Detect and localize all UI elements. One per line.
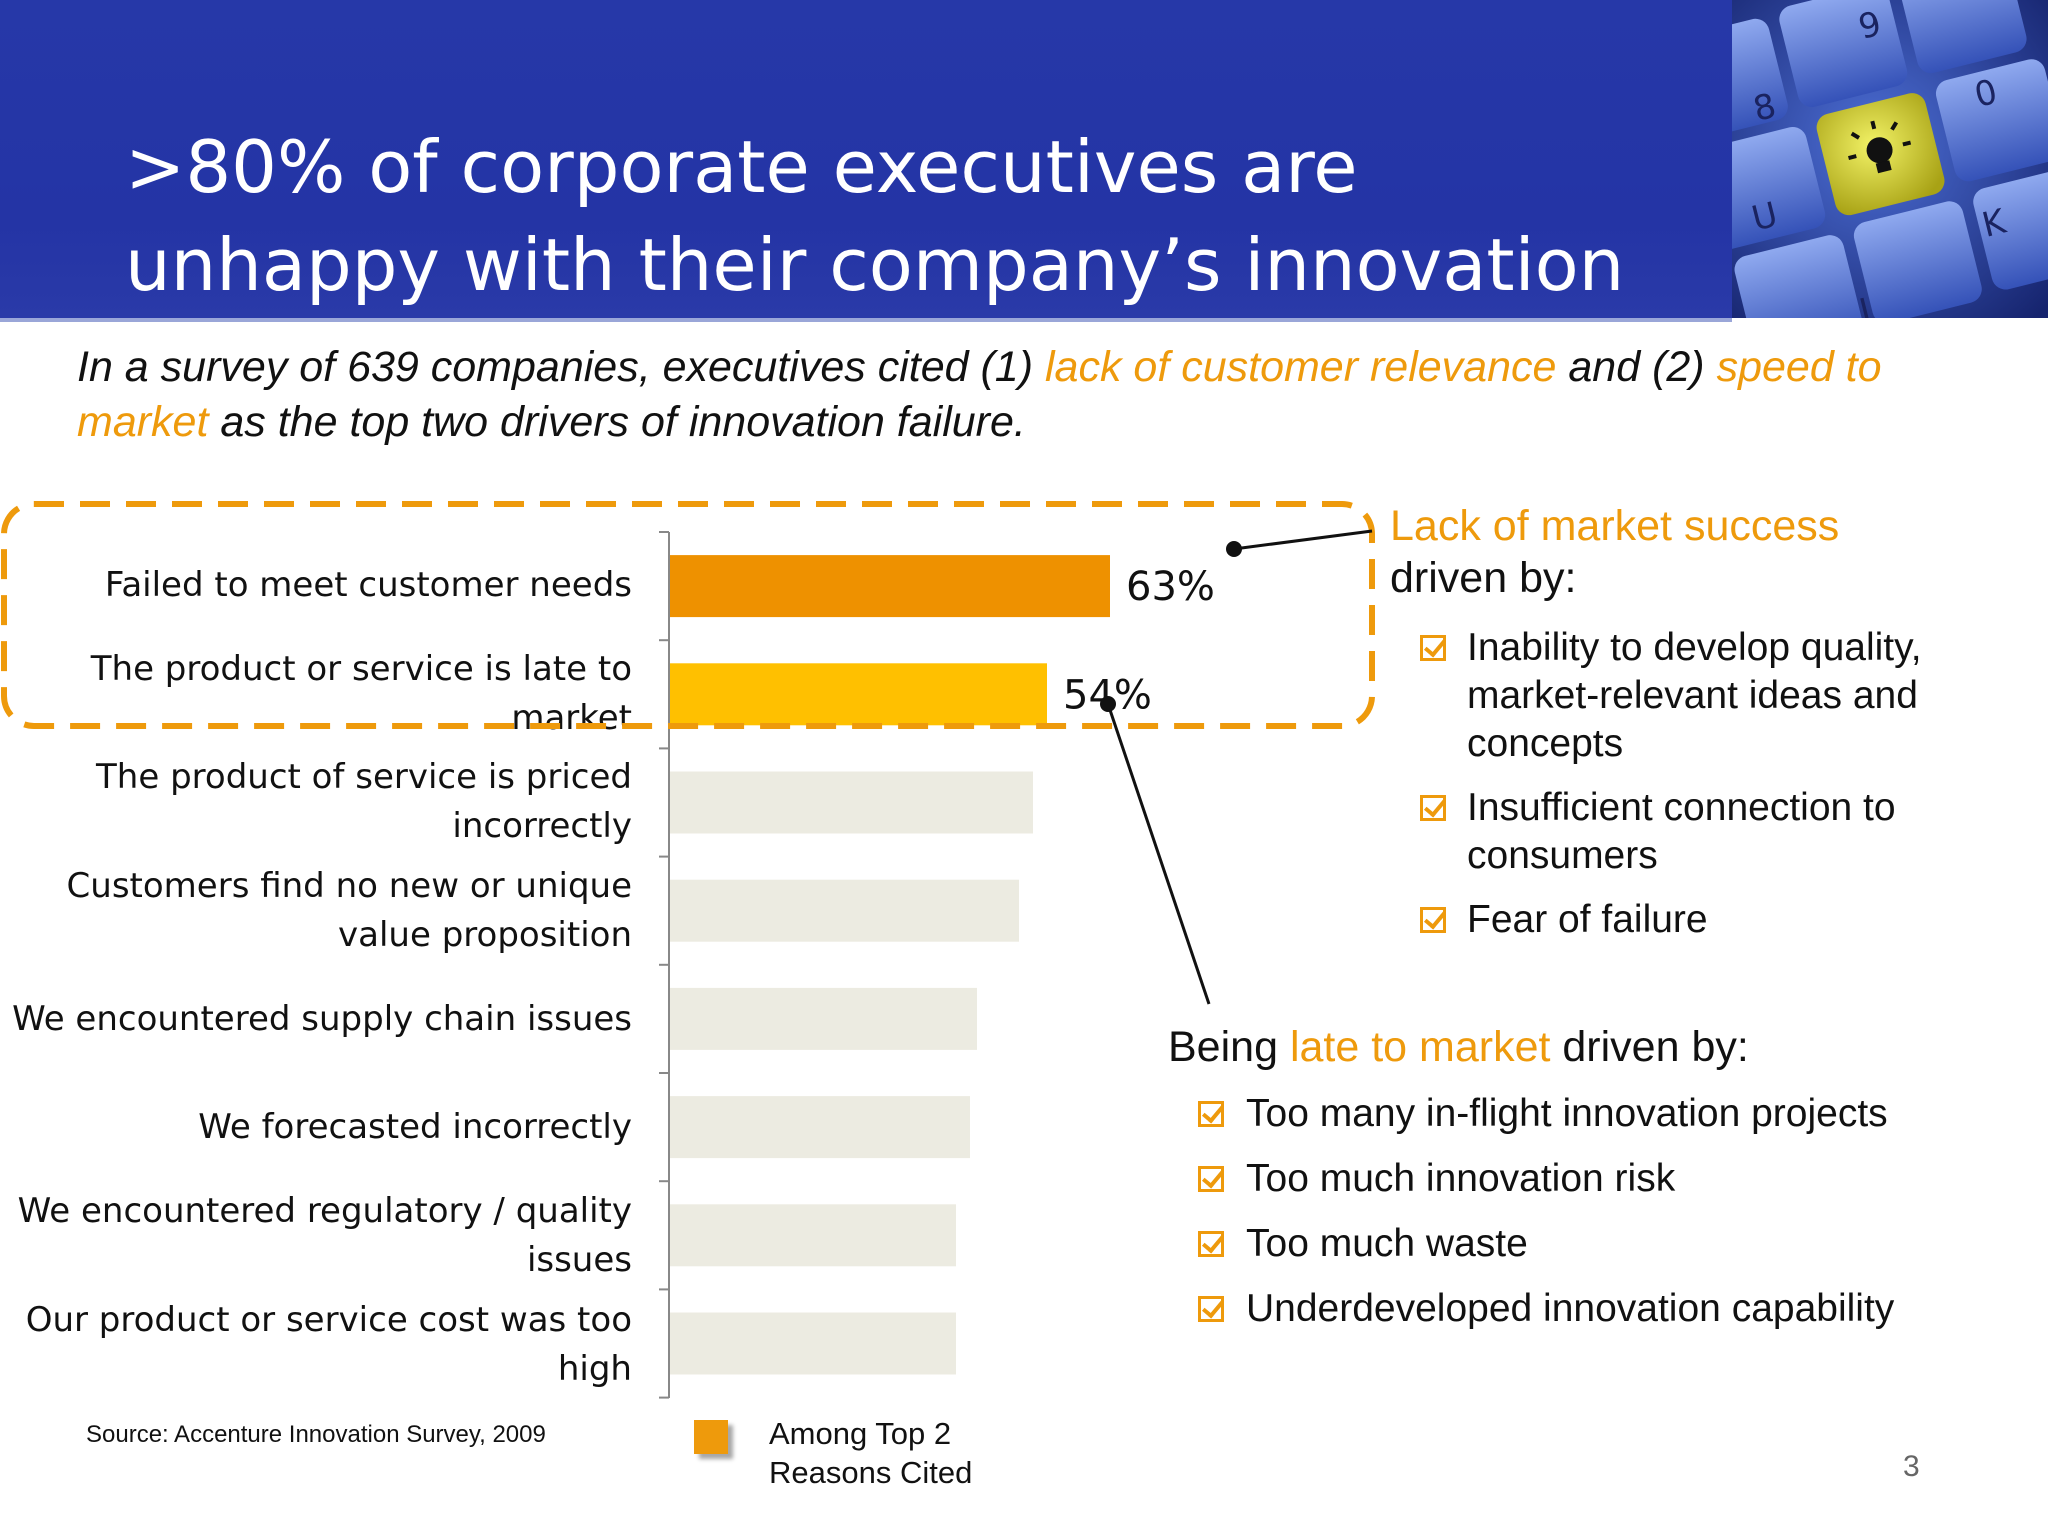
bar [669, 663, 1047, 726]
bar [669, 1204, 956, 1267]
callout-item: Underdeveloped innovation capability [1246, 1287, 1895, 1330]
bar-category-label: We forecasted incorrectly [198, 1107, 632, 1147]
connector-dot [1100, 696, 1116, 712]
bar-category-label: Customers find no new or unique value pr… [66, 866, 632, 955]
summary-text: and (2) [1556, 343, 1717, 391]
keyboard-lightbulb-image: 8 9 0 U K J L [1732, 0, 2048, 318]
callout-late-to-market-heading: Being late to market driven by: [1168, 1021, 2028, 1073]
summary-text: as the top two drivers of innovation fai… [208, 398, 1026, 446]
bar [669, 1096, 970, 1159]
callout-item: Inability to develop quality, market-rel… [1467, 626, 1922, 765]
callout-heading-highlight: late to market [1289, 1023, 1551, 1071]
title-banner [0, 0, 1732, 318]
checkbox-icon [1198, 1296, 1224, 1322]
bar [669, 987, 977, 1050]
bar [669, 1312, 956, 1375]
checkbox-icon [1198, 1101, 1224, 1127]
callout-heading-text: Being [1168, 1023, 1290, 1071]
connector-line [1106, 703, 1211, 1005]
checkbox-icon [1420, 907, 1446, 933]
bar-category-label: The product of service is priced incorre… [96, 757, 632, 846]
slide-title: >80% of corporate executives are unhappy… [125, 125, 1625, 307]
title-banner-underline [0, 318, 1732, 322]
bar-category-label: The product or service is late to market [90, 649, 632, 738]
lightbulb-icon [1848, 120, 1912, 174]
callout-heading-text: driven by: [1550, 1023, 1749, 1071]
survey-summary: In a survey of 639 companies, executives… [77, 340, 1957, 450]
bar [669, 555, 1110, 618]
summary-text: In a survey of 639 companies, executives… [77, 343, 1045, 391]
callout-item: Too much innovation risk [1246, 1157, 1676, 1200]
bar-category-label: Failed to meet customer needs [104, 565, 632, 605]
bar [669, 771, 1033, 834]
page-number: 3 [1903, 1450, 1920, 1483]
bar-value-label: 54% [1063, 672, 1152, 718]
connector-line [1233, 529, 1373, 551]
checkbox-icon [1420, 795, 1446, 821]
checkbox-icon [1420, 635, 1446, 661]
callout-heading-text: driven by: [1390, 554, 1577, 602]
bar-category-label: Our product or service cost was too high [25, 1300, 632, 1389]
bar-value-label: 63% [1126, 564, 1215, 610]
callout-market-success-heading: Lack of market success driven by: [1390, 500, 2030, 604]
bar-category-label: We encountered supply chain issues [12, 999, 632, 1039]
callout-item: Fear of failure [1467, 898, 1708, 941]
source-note: Source: Accenture Innovation Survey, 200… [86, 1421, 546, 1448]
summary-highlight: lack of customer relevance [1044, 343, 1557, 391]
bar [669, 879, 1019, 942]
connector-dot [1226, 541, 1242, 557]
summary-highlight: speed to market [77, 343, 1882, 446]
legend-label: Among Top 2 Reasons Cited [769, 1416, 973, 1490]
callout-item: Too much waste [1246, 1222, 1528, 1265]
checkbox-icon [1198, 1231, 1224, 1257]
bar-category-label: We encountered regulatory / quality issu… [17, 1191, 632, 1280]
callout-heading-highlight: Lack of market success [1390, 502, 1840, 550]
callout-item: Too many in-flight innovation projects [1246, 1092, 1888, 1135]
checkbox-icon [1198, 1166, 1224, 1192]
legend-swatch [694, 1420, 728, 1454]
callout-item: Insufficient connection to consumers [1467, 786, 1896, 877]
